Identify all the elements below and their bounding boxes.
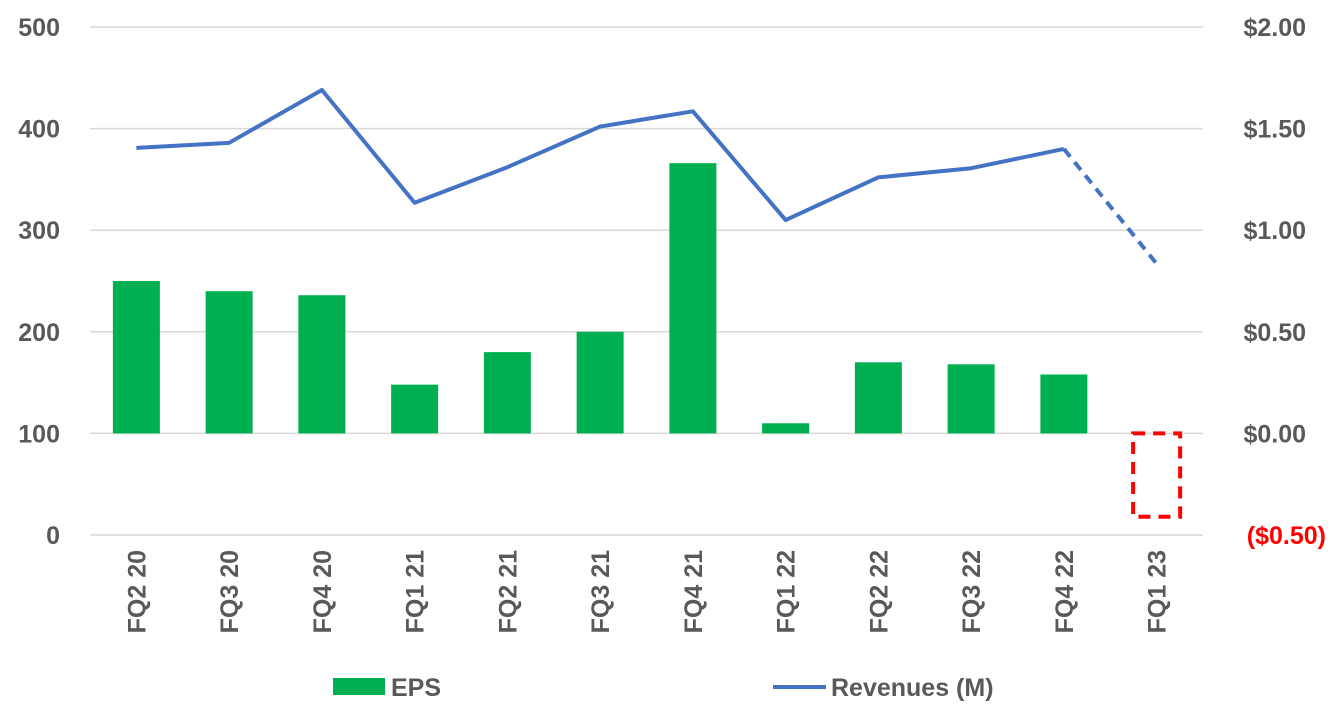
eps-bar [483, 352, 531, 434]
left-tick-label: 0 [46, 522, 60, 550]
eps-bar [762, 423, 810, 434]
right-tick-label: $0.00 [1243, 420, 1306, 448]
eps-bar [205, 291, 253, 434]
eps-bar [576, 331, 624, 434]
right-tick-label: $1.00 [1243, 217, 1306, 245]
eps-bar [112, 281, 160, 434]
x-tick-label: FQ4 22 [1051, 550, 1079, 633]
x-tick-label: FQ1 21 [402, 550, 430, 633]
eps-bar [1040, 374, 1088, 434]
eps-bar [298, 295, 346, 434]
eps-bar [669, 163, 717, 434]
left-tick-label: 500 [18, 14, 60, 42]
legend-label-eps: EPS [391, 674, 441, 702]
x-tick-label: FQ1 22 [773, 550, 801, 633]
x-tick-label: FQ2 21 [494, 550, 522, 633]
x-tick-label: FQ2 22 [865, 550, 893, 633]
left-tick-label: 100 [18, 420, 60, 448]
left-tick-label: 300 [18, 217, 60, 245]
eps-bar [854, 362, 902, 434]
x-tick-label: FQ3 22 [958, 550, 986, 633]
x-axis-ticks: FQ2 20 FQ3 20 FQ4 20 FQ1 21 FQ2 21 FQ3 21 FQ4 … [123, 550, 1171, 633]
right-tick-label: $0.50 [1243, 319, 1306, 347]
annotation-layer [1131, 431, 1183, 519]
legend: EPS Revenues (M) [333, 674, 994, 702]
x-tick-label: FQ3 21 [587, 550, 615, 633]
gridlines [90, 26, 1203, 536]
right-tick-label: ($0.50) [1247, 522, 1326, 550]
right-tick-label: $2.00 [1243, 14, 1306, 42]
x-tick-label: FQ4 21 [680, 550, 708, 633]
revenue-line-projected [1062, 147, 1159, 265]
right-axis-ticks: ($0.50) $0.00 $0.50 $1.00 $1.50 $2.00 [1243, 14, 1326, 550]
eps-bar [391, 384, 439, 434]
x-tick-label: FQ1 23 [1144, 550, 1172, 633]
right-tick-label: $1.50 [1243, 116, 1306, 144]
projected-eps-box [1131, 431, 1183, 519]
left-axis-ticks: 0 100 200 300 400 500 [18, 14, 60, 550]
revenue-line-solid [136, 87, 1065, 223]
x-tick-label: FQ2 20 [123, 550, 151, 633]
legend-swatch-eps [333, 678, 385, 695]
left-tick-label: 400 [18, 116, 60, 144]
eps-bars [112, 163, 1088, 434]
legend-label-revenues: Revenues (M) [831, 674, 994, 702]
x-tick-label: FQ4 20 [309, 550, 337, 633]
left-tick-label: 200 [18, 319, 60, 347]
eps-bar [947, 364, 995, 434]
x-tick-label: FQ3 20 [216, 550, 244, 633]
revenue-line [136, 87, 1159, 265]
